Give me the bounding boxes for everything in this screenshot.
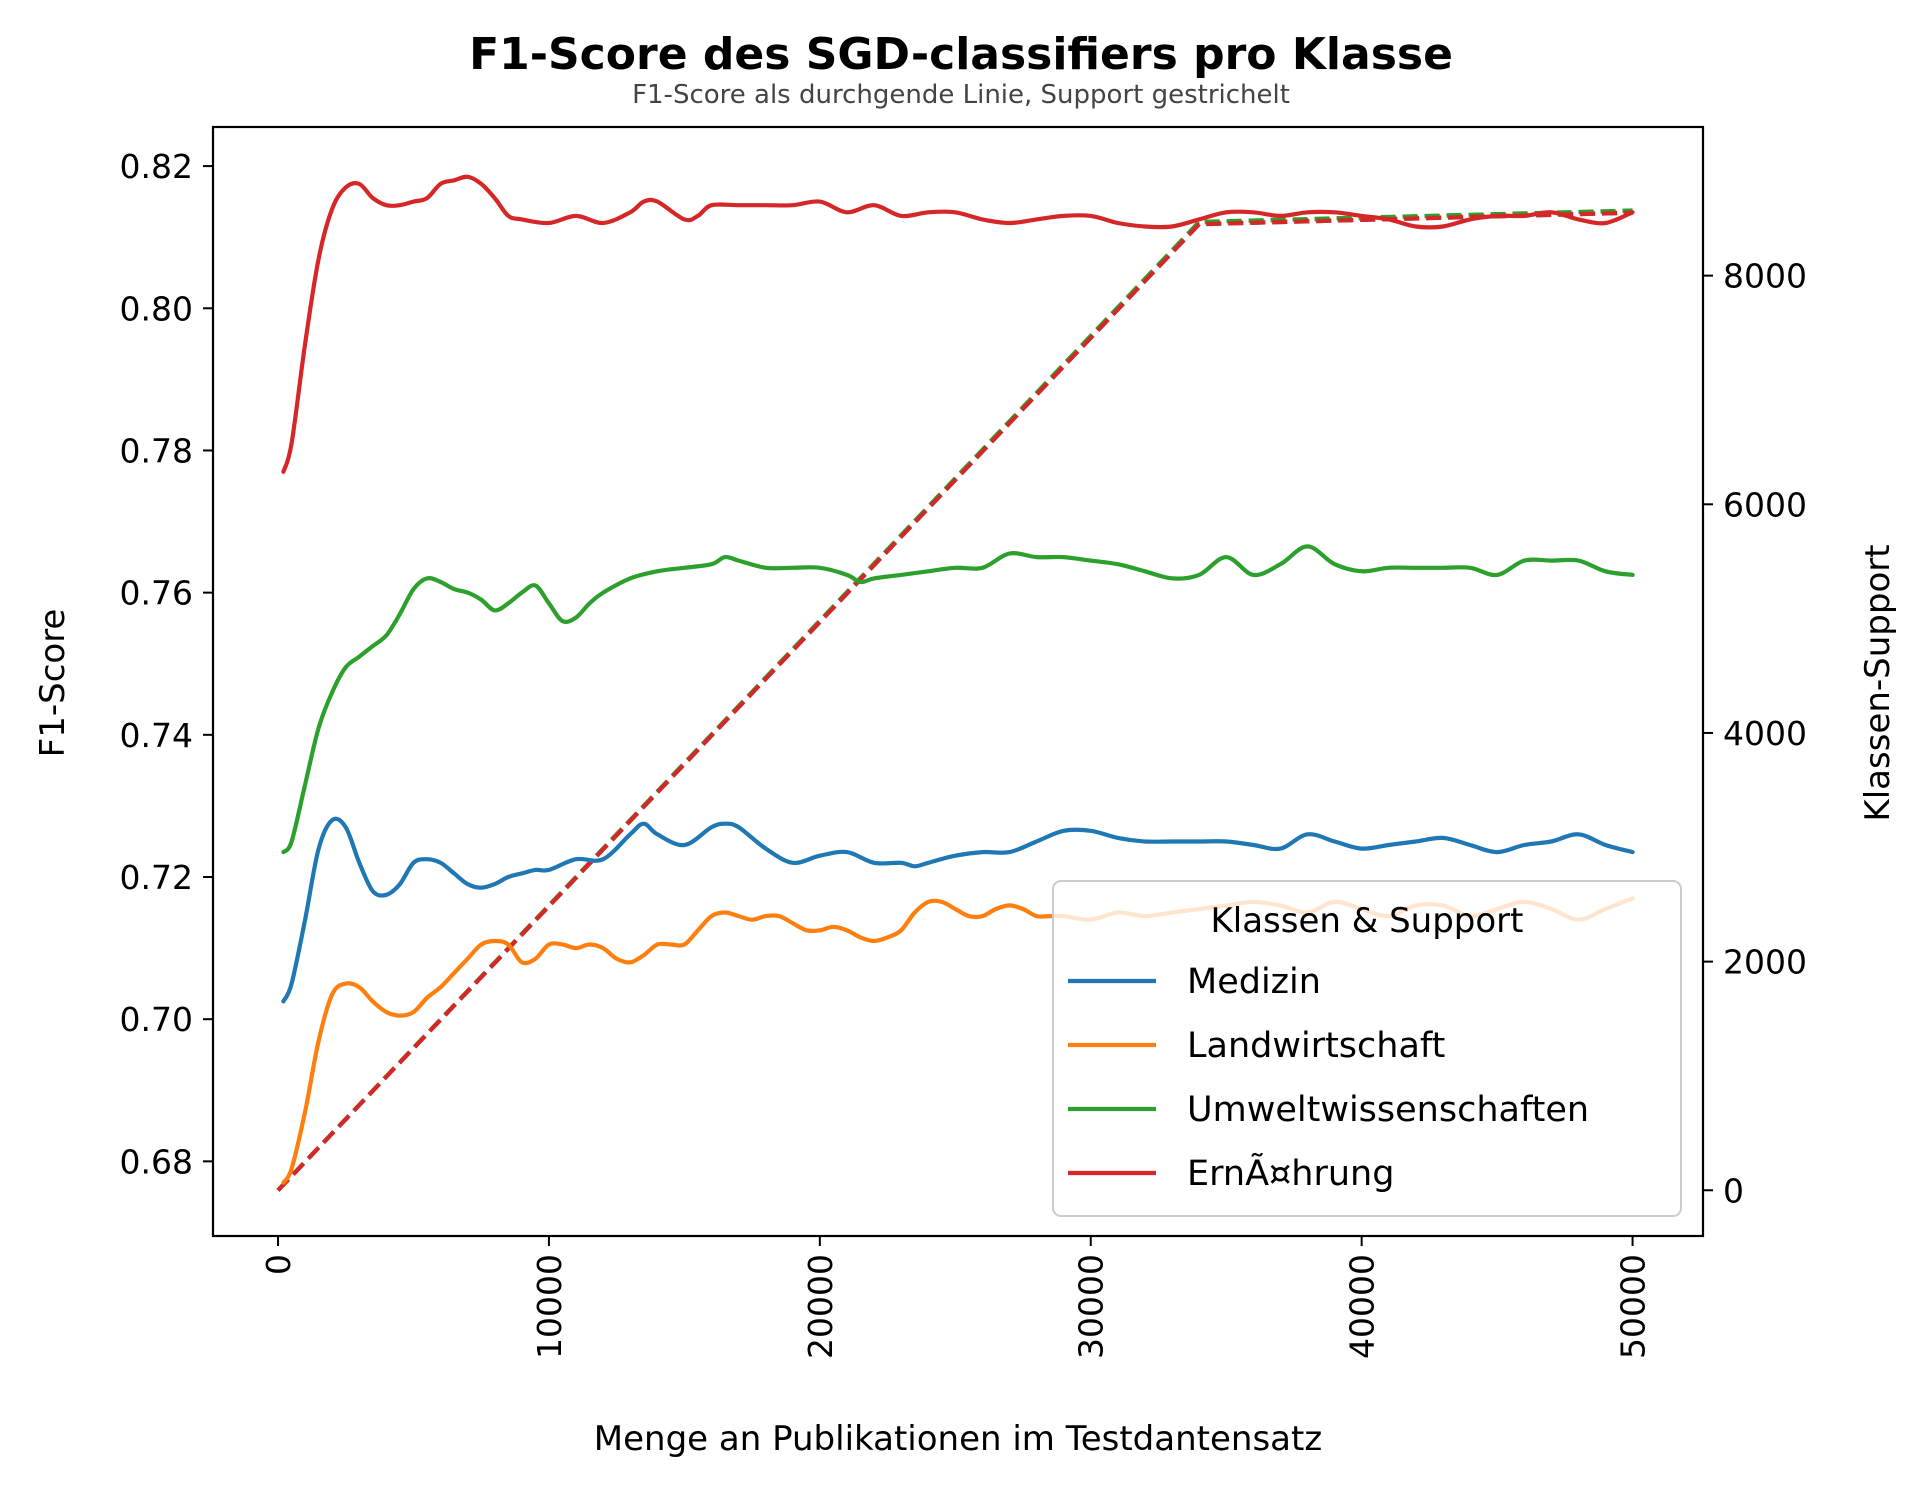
plot-frame	[211, 125, 1705, 1238]
y2-tick-label: 6000	[1723, 485, 1807, 524]
y2-axis-label: Klassen-Support	[1858, 544, 1898, 821]
x-axis: 0 10000 20000 30000 40000 50000	[259, 1236, 1653, 1359]
y-tick-label: 0.82	[120, 147, 193, 186]
y-axis-left: 0.68 0.70 0.72 0.74 0.76 0.78 0.80 0.82	[120, 147, 213, 1181]
y-tick-label: 0.68	[120, 1142, 193, 1181]
y2-tick-label: 2000	[1723, 943, 1807, 982]
y-axis-label: F1-Score	[33, 609, 73, 758]
x-tick-label: 10000	[530, 1254, 569, 1359]
y2-tick-label: 4000	[1723, 714, 1807, 753]
y-tick-label: 0.76	[120, 574, 193, 613]
y-tick-label: 0.70	[120, 1000, 193, 1039]
support-line-3	[276, 210, 1633, 1192]
f1-line-0	[281, 816, 1635, 1004]
chart-title: F1-Score des SGD-classifiers pro Klasse	[469, 29, 1453, 80]
legend-box	[1052, 880, 1682, 1217]
x-tick-label: 20000	[801, 1254, 840, 1359]
y-tick-label: 0.74	[120, 716, 193, 755]
x-tick-label: 40000	[1343, 1254, 1382, 1359]
y2-tick-label: 0	[1723, 1171, 1744, 1210]
legend: Klassen & Support Medizin Landwirtschaft U…	[1052, 880, 1682, 1217]
f1-line-3	[281, 174, 1635, 474]
x-axis-label: Menge an Publikationen im Testdantensatz	[594, 1419, 1322, 1459]
y2-tick-label: 8000	[1723, 257, 1807, 296]
f1-line-2	[281, 544, 1635, 855]
x-tick-label: 0	[259, 1254, 298, 1275]
legend-title: Klassen & Support	[1210, 901, 1523, 941]
y-axis-right: 0 2000 4000 6000 8000	[1703, 257, 1807, 1210]
y-tick-label: 0.72	[120, 858, 193, 897]
legend-label-0: Medizin	[1187, 962, 1321, 1002]
y-tick-label: 0.80	[120, 289, 193, 328]
legend-label-3: ErnÃ¤hrung	[1187, 1152, 1394, 1194]
legend-label-1: Landwirtschaft	[1187, 1026, 1445, 1066]
y-tick-label: 0.78	[120, 431, 193, 470]
legend-label-2: Umweltwissenschaften	[1187, 1090, 1589, 1130]
x-tick-label: 30000	[1072, 1254, 1111, 1359]
series-layer	[276, 174, 1635, 1192]
chart-subtitle: F1-Score als durchgende Linie, Support g…	[632, 80, 1290, 110]
x-tick-label: 50000	[1614, 1254, 1653, 1359]
